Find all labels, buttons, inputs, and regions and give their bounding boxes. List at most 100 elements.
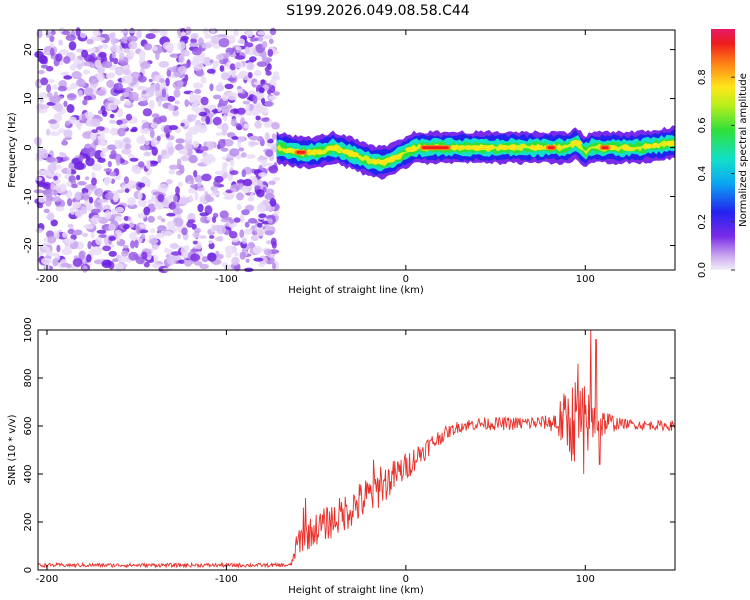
spectrogram-y-tick-label: -20: [23, 237, 34, 253]
spectrogram-y-tick-label: -10: [23, 188, 34, 204]
spectrogram-noise-cell: [101, 60, 113, 69]
spectrogram-noise-cell: [63, 100, 68, 107]
spectrogram-noise-cell: [61, 30, 71, 35]
spectrogram-noise-cell: [195, 63, 205, 69]
spectrogram-noise-cell: [180, 50, 191, 57]
spectrogram-noise-cell: [168, 146, 174, 156]
spectrogram-noise-cell: [37, 108, 48, 114]
spectrogram-noise-cell: [178, 259, 186, 264]
spectrogram-x-tick-label: -100: [215, 274, 238, 285]
spectrogram-noise-cell: [189, 180, 195, 185]
spectrogram-noise-cell: [248, 141, 260, 146]
spectrogram-noise-cell: [150, 138, 158, 147]
spectrogram-noise-cell: [108, 236, 116, 241]
spectrogram-noise-cell: [36, 251, 44, 257]
spectrogram-noise-cell: [241, 209, 250, 216]
spectrogram-noise-cell: [192, 82, 204, 89]
spectrogram-noise-cell: [234, 55, 246, 60]
spectrogram-noise-cell: [261, 41, 268, 49]
spectrogram-noise-cell: [181, 227, 188, 236]
spectrogram-noise-cell: [179, 164, 185, 174]
spectrogram-noise-cell: [49, 35, 55, 43]
spectrogram-band-blob: [464, 145, 473, 151]
spectrogram-noise-cell: [85, 157, 95, 167]
spectrogram-noise-cell: [167, 95, 176, 102]
spectrogram-band-blob: [485, 145, 496, 151]
spectrogram-band-blob: [644, 143, 653, 149]
spectrogram-noise-cell: [67, 167, 72, 176]
spectrogram-noise-cell: [212, 216, 217, 224]
spectrogram-noise-cell: [58, 128, 66, 134]
spectrogram-y-ticks: -20 -10 0 10 20: [23, 43, 675, 254]
spectrogram-noise-cell: [131, 166, 142, 173]
spectrogram-noise-cell: [115, 206, 124, 213]
spectrogram-band-blob: [665, 140, 675, 146]
spectrogram-y-axis-label: Frequency (Hz): [7, 112, 18, 188]
spectrogram-noise-cell: [127, 197, 136, 206]
spectrogram-noise-cell: [102, 245, 111, 252]
spectrogram-noise-cell: [36, 137, 42, 147]
spectrogram-noise-cell: [256, 61, 267, 67]
spectrogram-noise-cell: [97, 45, 103, 50]
spectrogram-noise-cell: [37, 182, 49, 188]
spectrogram-noise-cell: [217, 235, 224, 242]
spectrogram-noise-cell: [215, 84, 225, 92]
spectrogram-noise-cell: [101, 259, 112, 269]
spectrogram-noise-cell: [246, 29, 254, 38]
spectrogram-noise-cell: [155, 203, 165, 209]
spectrogram-band-blob: [285, 147, 293, 153]
spectrogram-noise-cell: [256, 189, 265, 198]
spectrogram-noise-cell: [180, 35, 189, 41]
spectrogram-noise-cell: [247, 72, 253, 79]
spectrogram-noise-cell: [97, 157, 106, 163]
spectrogram-noise-cell: [72, 201, 81, 209]
spectrogram-noise-cell: [247, 62, 254, 70]
spectrogram-noise-cell: [47, 212, 55, 222]
spectrogram-noise-cell: [127, 35, 138, 42]
colorbar: 0.0 0.2 0.4 0.6 0.8 Normalized spectral ampl…: [697, 29, 749, 278]
spectrogram-noise-cell: [143, 206, 151, 216]
snr-x-tick-label: 0: [403, 574, 409, 585]
spectrogram-noise-cell: [218, 106, 230, 115]
spectrogram-noise-cell: [244, 221, 250, 228]
spectrogram-noise-cell: [194, 227, 202, 234]
spectrogram-band-blob: [449, 145, 459, 151]
spectrogram-noise-cell: [175, 203, 180, 213]
spectrogram-noise-cell: [39, 96, 44, 104]
spectrogram-noise-cell: [129, 232, 138, 241]
spectrogram-noise-cell: [223, 171, 229, 179]
spectrogram-noise-cell: [148, 78, 153, 83]
spectrogram-noise-cell: [186, 148, 193, 156]
spectrogram-noise-cell: [199, 263, 209, 270]
spectrogram-noise-cell: [184, 74, 189, 82]
spectrogram-noise-cell: [55, 53, 63, 62]
spectrogram-noise-cell: [229, 159, 235, 167]
spectrogram-noise-cell: [54, 103, 63, 112]
spectrogram-noise-cell: [221, 130, 227, 136]
spectrogram-noise-cell: [184, 144, 193, 151]
spectrogram-noise-cell: [202, 27, 209, 35]
spectrogram-noise-cell: [216, 224, 221, 234]
spectrogram-noise-cell: [244, 46, 250, 55]
spectrogram-noise-cell: [243, 123, 249, 129]
spectrogram-noise-cell: [255, 103, 264, 113]
spectrogram-band-blob: [342, 149, 351, 155]
spectrogram-noise-cell: [236, 107, 246, 115]
spectrogram-noise-cell: [67, 198, 73, 207]
spectrogram-noise-cell: [265, 240, 272, 245]
spectrogram-noise-cell: [103, 168, 113, 172]
spectrogram-noise-cell: [49, 47, 55, 57]
spectrogram-noise-cell: [151, 146, 158, 156]
spectrogram-noise-cell: [177, 181, 184, 187]
spectrogram-noise-cell: [94, 189, 99, 196]
colorbar-tick-label: 0.2: [697, 214, 708, 230]
snr-frame: [37, 329, 676, 571]
spectrogram-noise-cell: [204, 205, 213, 215]
spectrogram-noise-cell: [110, 36, 116, 45]
spectrogram-noise-cell: [137, 212, 147, 219]
spectrogram-noise-cell: [45, 156, 56, 163]
spectrogram-noise-cell: [264, 249, 272, 256]
spectrogram-noise-cell: [151, 263, 163, 269]
spectrogram-noise-cell: [128, 222, 135, 228]
